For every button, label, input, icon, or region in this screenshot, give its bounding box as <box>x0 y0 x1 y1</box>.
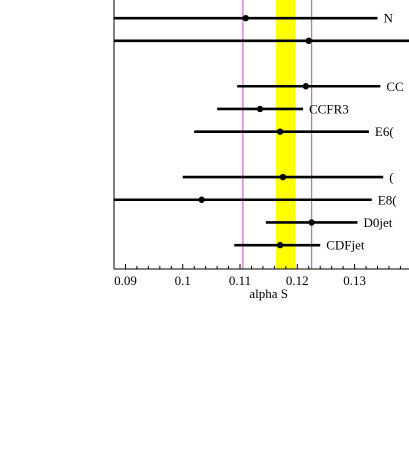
point-label: E6( <box>375 124 394 139</box>
data-point <box>305 37 312 45</box>
x-axis-label: alpha S <box>249 286 288 301</box>
point-label: N <box>383 11 393 26</box>
data-point <box>276 128 284 135</box>
data-point <box>302 83 310 90</box>
x-tick-label: 0.13 <box>343 273 366 288</box>
point-label: CCFR3 <box>309 101 349 116</box>
band-inner <box>276 0 296 269</box>
x-tick-label: 0.12 <box>286 273 309 288</box>
point-label: ( <box>389 170 393 185</box>
point-label: ZEUS <box>286 0 319 3</box>
data-point <box>256 105 264 113</box>
point-label: CDFjet <box>326 238 365 253</box>
point-label: CC <box>386 79 403 94</box>
x-axis: 0.09 0.1 0.11 0.12 0.13 <box>113 264 401 288</box>
plot-frame <box>113 0 409 270</box>
data-point <box>276 241 284 249</box>
x-tick-label: 0.09 <box>114 273 137 288</box>
data-point <box>198 196 205 203</box>
points-layer: ZEUS N CC CCFR3 E6( ( E8( D0jet CDFjet <box>114 0 409 253</box>
point-label: D0jet <box>363 215 392 230</box>
data-point <box>308 219 315 226</box>
x-tick-label: 0.1 <box>175 273 191 288</box>
x-tick-label: 0.11 <box>229 273 251 288</box>
point-label: E8( <box>378 192 397 207</box>
data-point <box>279 173 287 181</box>
data-point <box>242 14 249 22</box>
